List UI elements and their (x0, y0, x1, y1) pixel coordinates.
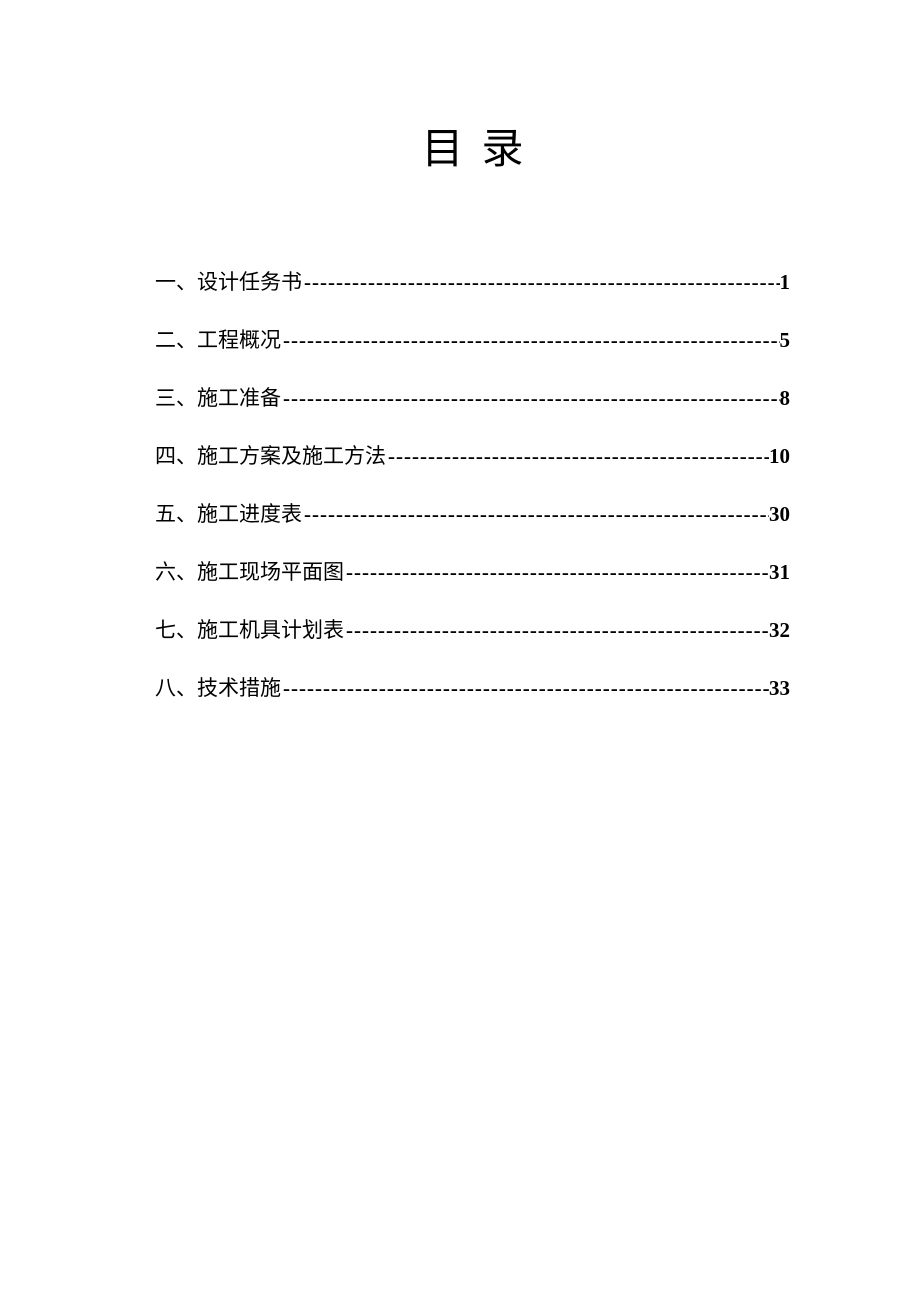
toc-entry: 六、施工现场平面图 31 (155, 556, 790, 586)
toc-leader (302, 270, 780, 295)
document-page: 目录 一、设计任务书 1 二、工程概况 5 三、施工准备 8 四、施工方案及施工… (0, 0, 920, 702)
toc-entry: 三、施工准备 8 (155, 382, 790, 412)
toc-leader (344, 618, 769, 643)
toc-label: 四、施工方案及施工方法 (155, 440, 386, 470)
toc-label: 八、技术措施 (155, 672, 281, 702)
toc-page-number: 31 (769, 560, 790, 585)
toc-leader (302, 502, 769, 527)
toc-label: 一、设计任务书 (155, 266, 302, 296)
toc-page-number: 5 (780, 328, 791, 353)
toc-entry: 七、施工机具计划表 32 (155, 614, 790, 644)
toc-leader (386, 444, 769, 469)
toc-page-number: 30 (769, 502, 790, 527)
toc-page-number: 10 (769, 444, 790, 469)
toc-label: 六、施工现场平面图 (155, 556, 344, 586)
toc-entry: 四、施工方案及施工方法 10 (155, 440, 790, 470)
page-title: 目录 (155, 115, 790, 176)
toc-entry: 八、技术措施 33 (155, 672, 790, 702)
toc-label: 五、施工进度表 (155, 498, 302, 528)
toc-leader (344, 560, 769, 585)
toc-page-number: 8 (780, 386, 791, 411)
toc-leader (281, 676, 769, 701)
toc-entry: 五、施工进度表 30 (155, 498, 790, 528)
toc-page-number: 1 (780, 270, 791, 295)
toc-leader (281, 386, 780, 411)
toc-page-number: 33 (769, 676, 790, 701)
toc-label: 七、施工机具计划表 (155, 614, 344, 644)
toc-leader (281, 328, 780, 353)
toc-entry: 一、设计任务书 1 (155, 266, 790, 296)
toc-label: 二、工程概况 (155, 324, 281, 354)
toc-page-number: 32 (769, 618, 790, 643)
table-of-contents: 一、设计任务书 1 二、工程概况 5 三、施工准备 8 四、施工方案及施工方法 … (155, 266, 790, 702)
toc-entry: 二、工程概况 5 (155, 324, 790, 354)
toc-label: 三、施工准备 (155, 382, 281, 412)
